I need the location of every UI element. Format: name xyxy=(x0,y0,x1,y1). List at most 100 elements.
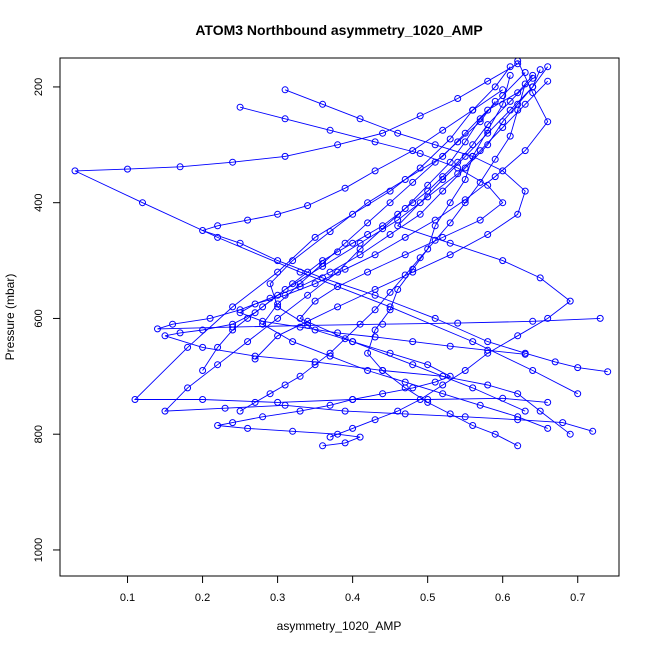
data-point xyxy=(296,372,304,380)
data-point xyxy=(394,222,402,230)
data-point xyxy=(499,118,507,126)
data-point xyxy=(476,118,484,126)
data-point xyxy=(461,152,469,160)
data-point xyxy=(484,141,492,149)
x-tick-label: 0.2 xyxy=(195,592,210,604)
x-tick-label: 0.3 xyxy=(270,592,285,604)
data-point xyxy=(401,176,409,183)
data-point xyxy=(229,158,237,166)
data-point xyxy=(499,86,507,94)
data-point xyxy=(416,112,424,120)
data-point xyxy=(476,147,484,155)
data-point xyxy=(334,430,342,438)
data-point xyxy=(214,233,222,241)
data-point xyxy=(349,424,357,432)
y-tick-label: 200 xyxy=(33,78,45,96)
data-point xyxy=(214,222,222,230)
data-point xyxy=(431,141,439,149)
data-point xyxy=(454,319,462,327)
data-point xyxy=(319,100,327,108)
data-point xyxy=(431,236,439,244)
series-line xyxy=(239,83,526,412)
data-point xyxy=(491,155,499,163)
x-tick-label: 0.1 xyxy=(120,592,135,604)
data-point xyxy=(244,216,252,224)
data-point xyxy=(386,288,394,296)
data-point xyxy=(356,251,364,259)
data-point xyxy=(274,314,282,322)
series-15 xyxy=(364,71,522,450)
data-point xyxy=(521,69,529,76)
data-point xyxy=(326,352,334,360)
data-point xyxy=(506,132,514,140)
data-point xyxy=(371,306,379,314)
data-point xyxy=(529,367,537,374)
x-axis: 0.1 0.2 0.3 0.4 0.5 0.6 0.7 xyxy=(120,576,585,604)
data-point xyxy=(491,173,499,181)
data-point xyxy=(521,147,529,155)
data-point xyxy=(454,164,462,172)
data-point xyxy=(529,74,537,82)
data-point xyxy=(536,274,544,282)
data-point xyxy=(484,381,492,389)
data-point xyxy=(446,219,454,227)
data-point xyxy=(574,390,582,398)
data-point xyxy=(221,404,229,412)
series-line xyxy=(164,80,571,435)
series-13 xyxy=(326,63,574,441)
series-1 xyxy=(214,71,537,450)
y-tick-label: 400 xyxy=(33,194,45,212)
data-point xyxy=(326,401,334,409)
data-point xyxy=(199,227,207,234)
data-point xyxy=(386,231,394,238)
data-point xyxy=(356,115,364,123)
data-point xyxy=(514,210,522,218)
data-point xyxy=(71,167,79,175)
data-point xyxy=(184,384,192,392)
data-point xyxy=(371,286,379,293)
data-point xyxy=(514,106,522,114)
data-point xyxy=(394,210,402,218)
data-point xyxy=(401,384,409,392)
x-tick-label: 0.7 xyxy=(570,592,585,604)
data-point xyxy=(446,239,454,247)
data-point xyxy=(281,115,289,123)
data-point xyxy=(431,222,439,230)
data-point xyxy=(574,364,582,372)
data-point xyxy=(469,338,477,346)
data-point xyxy=(296,407,304,415)
data-point xyxy=(544,118,552,126)
series-line xyxy=(163,72,593,432)
data-point xyxy=(521,100,529,108)
data-point xyxy=(214,361,222,369)
data-point xyxy=(266,280,274,288)
data-point xyxy=(454,95,462,102)
data-point xyxy=(371,167,379,175)
series-5 xyxy=(71,60,582,398)
data-point xyxy=(544,77,552,85)
data-point xyxy=(304,317,312,325)
data-point xyxy=(461,199,469,207)
data-point xyxy=(566,297,574,305)
data-point xyxy=(334,283,342,291)
data-point xyxy=(439,187,447,195)
data-point xyxy=(229,419,237,427)
data-point xyxy=(341,184,349,192)
data-point xyxy=(281,381,289,389)
data-point xyxy=(364,219,372,227)
data-point xyxy=(274,291,282,299)
data-point xyxy=(484,231,492,238)
data-point xyxy=(521,350,529,358)
series-line xyxy=(239,60,549,355)
data-point xyxy=(476,401,484,409)
series-11 xyxy=(251,86,529,363)
data-point xyxy=(386,187,394,195)
x-tick-label: 0.6 xyxy=(495,592,510,604)
data-point xyxy=(379,367,387,374)
data-point xyxy=(506,71,514,79)
data-point xyxy=(484,349,492,357)
data-point xyxy=(259,303,267,311)
data-point xyxy=(431,378,439,386)
data-point xyxy=(461,129,469,137)
data-point xyxy=(304,291,312,299)
